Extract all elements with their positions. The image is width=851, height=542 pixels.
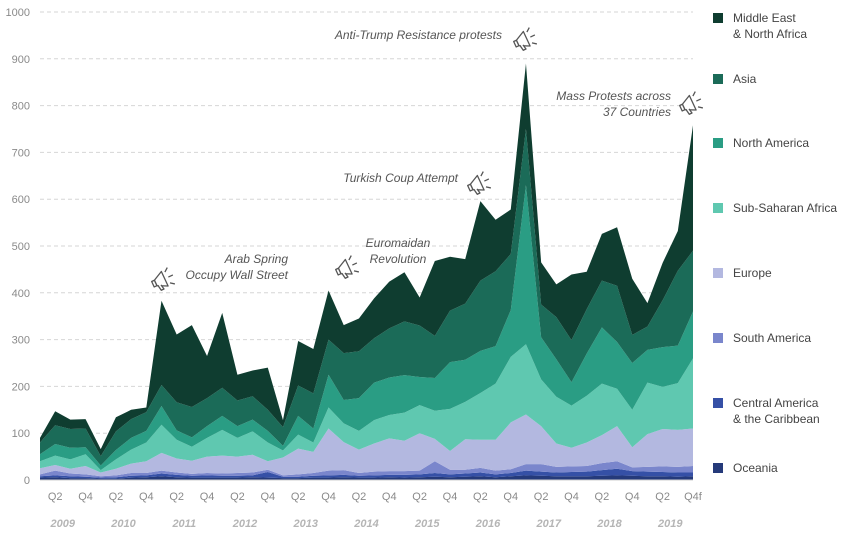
x-tick-label: Q2 [473,491,488,503]
legend-label: & North Africa [733,27,807,41]
legend-swatch [713,203,723,213]
area-europe [40,414,693,477]
year-label: 2017 [535,518,561,530]
year-label: 2018 [596,518,622,530]
legend-label: Middle East [733,11,796,25]
legend-swatch [713,398,723,408]
year-label: 2015 [414,518,440,530]
megaphone-icon [679,91,704,115]
x-tick-label: Q2 [595,491,610,503]
area-sub-saharan-africa [40,344,693,473]
x-tick-label: Q2 [534,491,549,503]
x-tick-label: Q4 [321,491,336,503]
area-north-america [40,185,693,471]
x-tick-label: Q4 [382,491,397,503]
year-label: 2016 [475,518,501,530]
annotation-text: Occupy Wall Street [186,268,289,282]
x-tick-label: Q4 [78,491,93,503]
megaphone-icon [467,171,492,195]
y-tick-label: 400 [12,288,30,300]
megaphone-icon [513,27,538,51]
y-tick-label: 500 [12,241,30,253]
area-south-america [40,461,693,478]
legend-swatch [713,13,723,23]
x-tick-label: Q2 [412,491,427,503]
x-tick-label: Q2 [48,491,63,503]
y-tick-label: 900 [12,54,30,66]
y-tick-label: 600 [12,194,30,206]
x-tick-label: Q4 [564,491,579,503]
x-axis: Q2 Q4 Q2 Q4 Q2 Q4 Q2 Q4 Q2 Q4 Q2 Q4 Q2 Q4 Q2 Q4 Q2 Q4 Q2 Q4… [48,491,703,530]
x-tick-label: Q2 [169,491,184,503]
area-middle-east-and-north-africa [40,63,693,457]
year-label: 2012 [232,518,257,530]
y-tick-label: 0 [24,475,30,487]
y-axis: 0 100 200 300 400 500 600 700 800 900 1000 [6,7,30,487]
year-label: 2010 [110,518,136,530]
annotation-text: Turkish Coup Attempt [343,171,458,185]
annotation-text: Revolution [370,252,427,266]
y-tick-label: 1000 [6,7,30,19]
x-tick-label: Q4 [139,491,154,503]
legend-label: North America [733,136,809,150]
legend-label: Asia [733,72,757,86]
annotations: Arab Spring Occupy Wall Street Euromaidan R… [151,27,704,291]
x-tick-label: Q4 [260,491,275,503]
x-tick-label: Q4 [443,491,458,503]
legend-label: Oceania [733,461,778,475]
x-tick-label: Q2 [230,491,245,503]
year-label: 2009 [50,518,76,530]
x-tick-label: Q2 [109,491,124,503]
annotation-text: Mass Protests across [556,89,671,103]
y-tick-label: 200 [12,381,30,393]
x-tick-label: Q4 [200,491,215,503]
legend-swatch [713,268,723,278]
y-tick-label: 700 [12,147,30,159]
year-label: 2011 [171,518,196,530]
legend-swatch [713,463,723,473]
x-tick-label: Q2 [352,491,367,503]
legend-label: & the Caribbean [733,412,820,426]
annotation-text: 37 Countries [603,105,671,119]
megaphone-icon [335,255,360,279]
year-label: 2013 [293,518,318,530]
area-asia [40,129,693,466]
legend-label: Sub-Saharan Africa [733,201,837,215]
x-tick-label: Q4f [684,491,703,503]
x-tick-label: Q4 [625,491,640,503]
legend-swatch [713,333,723,343]
year-label: 2019 [657,518,683,530]
legend-swatch [713,138,723,148]
x-tick-label: Q2 [655,491,670,503]
legend-swatch [713,74,723,84]
x-tick-label: Q2 [291,491,306,503]
area-series [40,63,693,481]
area-central-america-and-the-caribbean [40,468,693,479]
annotation-text: Anti-Trump Resistance protests [334,28,502,42]
year-label: 2014 [353,518,378,530]
y-tick-label: 800 [12,101,30,113]
legend-label: Central America [733,396,819,410]
x-tick-label: Q4 [503,491,518,503]
legend: Middle East & North Africa Asia North Ameri… [713,11,837,475]
annotation-text: Euromaidan [366,236,431,250]
y-tick-label: 100 [12,428,30,440]
legend-label: South America [733,331,811,345]
annotation-text: Arab Spring [224,252,289,266]
legend-label: Europe [733,266,772,280]
y-tick-label: 300 [12,335,30,347]
megaphone-icon [151,267,176,291]
